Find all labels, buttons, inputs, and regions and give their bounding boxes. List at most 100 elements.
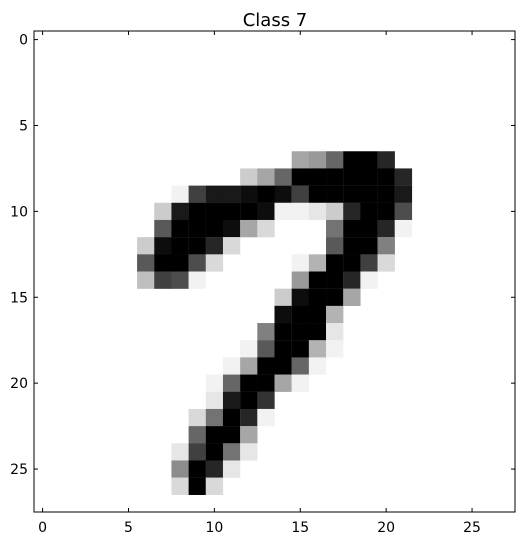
heatmap-cell bbox=[308, 168, 327, 186]
heatmap-cell bbox=[377, 168, 395, 186]
heatmap-cell bbox=[222, 460, 241, 478]
heatmap-cell bbox=[205, 443, 224, 461]
heatmap-cell bbox=[326, 185, 344, 203]
heatmap-cell bbox=[308, 340, 327, 358]
heatmap-cell bbox=[188, 271, 206, 289]
pixel-layer bbox=[137, 151, 413, 495]
heatmap-cell bbox=[394, 185, 413, 203]
heatmap-cell bbox=[137, 271, 155, 289]
heatmap-cell bbox=[188, 237, 206, 255]
heatmap-cell bbox=[137, 237, 155, 255]
heatmap-cell bbox=[326, 202, 344, 221]
heatmap-cell bbox=[291, 151, 310, 169]
heatmap-cell bbox=[377, 185, 395, 203]
heatmap-cell bbox=[205, 477, 224, 495]
heatmap-cell bbox=[291, 374, 310, 392]
heatmap-cell bbox=[188, 185, 206, 203]
heatmap-cell bbox=[308, 271, 327, 289]
heatmap-cell bbox=[343, 185, 361, 203]
heatmap-cell bbox=[188, 443, 206, 461]
heatmap-cell bbox=[291, 168, 310, 186]
heatmap-cell bbox=[257, 185, 275, 203]
heatmap-cell bbox=[205, 408, 224, 427]
heatmap-cell bbox=[257, 202, 275, 221]
heatmap-cell bbox=[377, 151, 395, 169]
heatmap-cell bbox=[326, 340, 344, 358]
heatmap-cell bbox=[326, 305, 344, 324]
heatmap-cell bbox=[240, 426, 258, 444]
heatmap-cell bbox=[274, 323, 292, 341]
heatmap-cell bbox=[377, 254, 395, 272]
x-tick-label: 15 bbox=[291, 520, 309, 536]
heatmap-cell bbox=[308, 305, 327, 324]
heatmap-cell bbox=[240, 340, 258, 358]
heatmap-cell bbox=[308, 151, 327, 169]
heatmap-cell bbox=[222, 357, 241, 375]
heatmap-cell bbox=[154, 237, 172, 255]
heatmap-cell bbox=[343, 271, 361, 289]
x-tick-label: 20 bbox=[377, 520, 395, 536]
heatmap-cell bbox=[343, 151, 361, 169]
heatmap-cell bbox=[377, 202, 395, 221]
heatmap-cell bbox=[171, 271, 189, 289]
heatmap-cell bbox=[326, 288, 344, 307]
heatmap-cell bbox=[222, 202, 241, 221]
heatmap-cell bbox=[240, 357, 258, 375]
heatmap-cell bbox=[274, 374, 292, 392]
heatmap-cell bbox=[205, 374, 224, 392]
heatmap-cell bbox=[326, 151, 344, 169]
heatmap-cell bbox=[137, 254, 155, 272]
heatmap-cell bbox=[171, 460, 189, 478]
heatmap-cell bbox=[222, 443, 241, 461]
heatmap-cell bbox=[240, 391, 258, 410]
heatmap-cell bbox=[188, 408, 206, 427]
heatmap-cell bbox=[222, 374, 241, 392]
plot-background bbox=[34, 31, 515, 512]
heatmap-cell bbox=[394, 168, 413, 186]
heatmap-cell bbox=[308, 254, 327, 272]
heatmap-cell bbox=[274, 340, 292, 358]
heatmap-cell bbox=[291, 202, 310, 221]
heatmap-cell bbox=[257, 357, 275, 375]
heatmap-cell bbox=[343, 168, 361, 186]
heatmap-cell bbox=[171, 202, 189, 221]
heatmap-cell bbox=[205, 185, 224, 203]
y-tick-label: 0 bbox=[19, 33, 28, 49]
heatmap-cell bbox=[291, 254, 310, 272]
x-tick-label: 0 bbox=[38, 520, 47, 536]
x-tick-label: 25 bbox=[463, 520, 481, 536]
heatmap-cell bbox=[257, 219, 275, 238]
heatmap-cell bbox=[291, 340, 310, 358]
heatmap-cell bbox=[240, 219, 258, 238]
heatmap-cell bbox=[343, 237, 361, 255]
heatmap-cell bbox=[326, 254, 344, 272]
heatmap-cell bbox=[326, 271, 344, 289]
plot-area bbox=[33, 30, 516, 513]
heatmap-cell bbox=[205, 426, 224, 444]
heatmap-cell bbox=[257, 391, 275, 410]
heatmap-cell bbox=[394, 202, 413, 221]
heatmap-cell bbox=[291, 185, 310, 203]
x-tick-label: 5 bbox=[124, 520, 133, 536]
heatmap-cell bbox=[291, 288, 310, 307]
y-tick-labels: 0 5 10 15 20 25 bbox=[10, 33, 28, 478]
heatmap-cell bbox=[222, 185, 241, 203]
heatmap-cell bbox=[222, 391, 241, 410]
heatmap-cell bbox=[205, 202, 224, 221]
heatmap-cell bbox=[188, 460, 206, 478]
y-tick-label: 5 bbox=[19, 118, 28, 134]
heatmap-cell bbox=[240, 443, 258, 461]
heatmap-cell bbox=[308, 288, 327, 307]
heatmap-cell bbox=[291, 305, 310, 324]
x-tick-label: 10 bbox=[205, 520, 223, 536]
heatmap-cell bbox=[222, 219, 241, 238]
heatmap-cell bbox=[154, 202, 172, 221]
heatmap-cell bbox=[222, 408, 241, 427]
heatmap-cell bbox=[205, 460, 224, 478]
heatmap-cell bbox=[274, 185, 292, 203]
heatmap-cell bbox=[377, 237, 395, 255]
heatmap-cell bbox=[188, 219, 206, 238]
heatmap-cell bbox=[205, 254, 224, 272]
heatmap-cell bbox=[240, 408, 258, 427]
